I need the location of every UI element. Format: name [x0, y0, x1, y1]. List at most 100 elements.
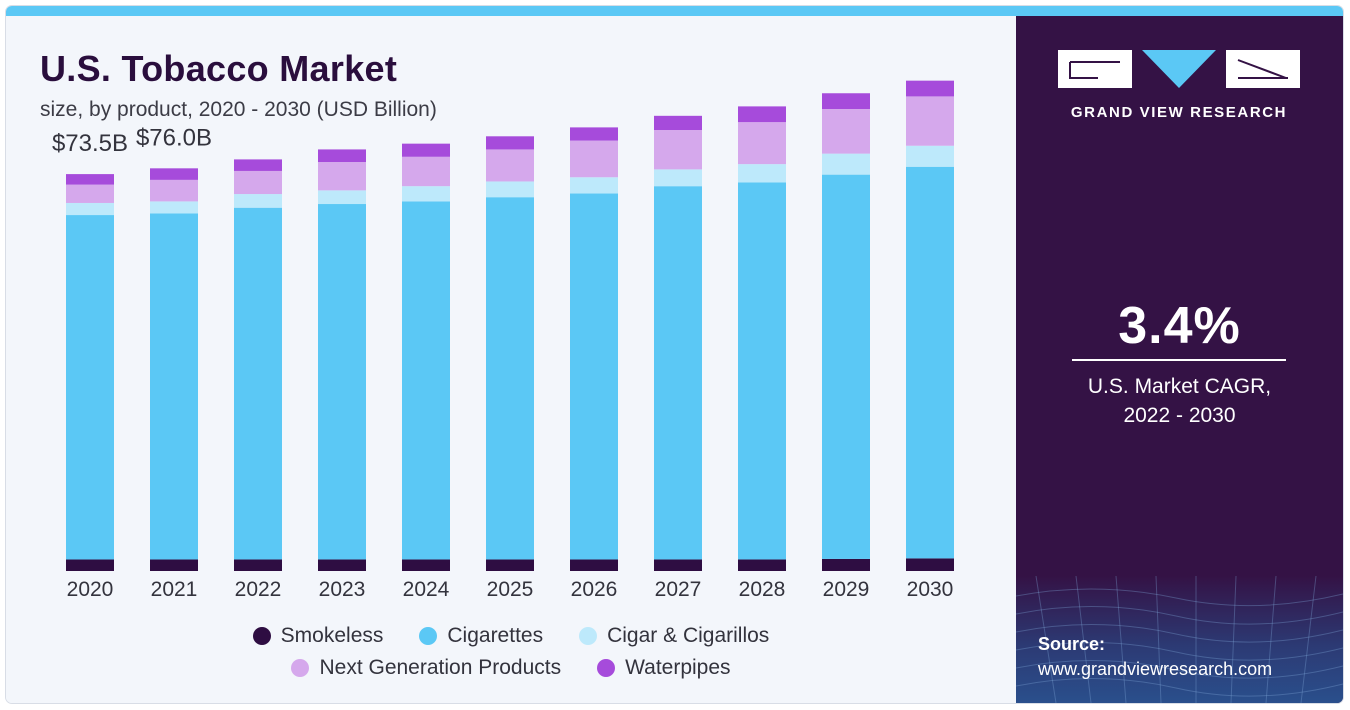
bar-segment-cigarettes-2026 [570, 193, 618, 560]
bar-segment-cigarettes-2024 [402, 201, 450, 560]
bar-segment-waterpipes-2024 [402, 143, 450, 157]
legend-item-waterpipes: Waterpipes [597, 656, 731, 680]
bar-segment-next_gen-2020 [66, 184, 114, 203]
x-tick-label-2028: 2028 [739, 578, 786, 601]
bar-segment-cigar-2030 [906, 145, 954, 167]
legend-swatch-smokeless [252, 627, 271, 645]
bar-segment-cigar-2022 [234, 194, 282, 208]
bar-segment-waterpipes-2022 [234, 159, 282, 171]
cagr-divider [1072, 359, 1286, 361]
legend-row-2: Next Generation Products Waterpipes [6, 656, 1016, 680]
bar-segment-cigar-2028 [738, 164, 786, 183]
bar-segment-next_gen-2023 [318, 162, 366, 191]
bar-segment-next_gen-2028 [738, 122, 786, 165]
legend-item-cigar: Cigar & Cigarillos [579, 624, 769, 648]
x-tick-label-2020: 2020 [67, 578, 114, 601]
bar-segment-waterpipes-2028 [738, 106, 786, 123]
bar-segment-cigarettes-2022 [234, 207, 282, 560]
legend-item-smokeless: Smokeless [252, 624, 384, 648]
legend-label-smokeless: Smokeless [280, 624, 384, 647]
bar-segment-next_gen-2024 [402, 156, 450, 187]
x-tick-label-2026: 2026 [571, 578, 618, 601]
x-tick-label-2029: 2029 [823, 578, 870, 601]
bar-segment-cigarettes-2020 [66, 215, 114, 560]
bar-segment-waterpipes-2025 [486, 136, 534, 150]
bar-segment-smokeless-2026 [570, 559, 618, 571]
bar-segment-smokeless-2021 [150, 559, 198, 571]
bar-segment-next_gen-2022 [234, 170, 282, 195]
legend-row-1: Smokeless Cigarettes Cigar & Cigarillos [6, 624, 1016, 648]
bar-segment-waterpipes-2030 [906, 80, 954, 97]
data-label-2020: $73.5B [52, 130, 128, 157]
chart-title: U.S. Tobacco Market [40, 48, 398, 89]
cagr-label-line2: 2022 - 2030 [1123, 404, 1236, 427]
chart-subtitle: size, by product, 2020 - 2030 (USD Billi… [40, 98, 437, 121]
chart-panel: U.S. Tobacco Market size, by product, 20… [6, 16, 1016, 703]
bar-segment-cigarettes-2023 [318, 204, 366, 560]
bar-segment-cigarettes-2025 [486, 197, 534, 560]
bar-segment-smokeless-2020 [66, 559, 114, 571]
bar-segment-next_gen-2026 [570, 140, 618, 178]
x-tick-label-2023: 2023 [319, 578, 366, 601]
bar-segment-cigarettes-2021 [150, 213, 198, 560]
decorative-wave-mesh [1016, 575, 1343, 703]
bar-segment-next_gen-2021 [150, 179, 198, 202]
x-tick-label-2021: 2021 [151, 578, 198, 601]
bar-segment-cigar-2021 [150, 201, 198, 214]
legend-swatch-next-gen [291, 659, 310, 677]
legend-label-cigarettes: Cigarettes [447, 624, 544, 647]
cagr-label-line1: U.S. Market CAGR, [1087, 375, 1272, 398]
source-label: Source: [1038, 634, 1106, 654]
bar-segment-cigar-2023 [318, 190, 366, 205]
grand-view-research-logo [1058, 50, 1300, 88]
bar-segment-waterpipes-2023 [318, 149, 366, 163]
x-tick-label-2024: 2024 [403, 578, 450, 601]
bar-segment-waterpipes-2029 [822, 93, 870, 109]
bar-segment-waterpipes-2021 [150, 168, 198, 180]
bar-segment-cigar-2024 [402, 186, 450, 202]
bar-segment-cigarettes-2028 [738, 182, 786, 560]
data-label-2021: $76.0B [136, 124, 212, 151]
bar-segment-smokeless-2030 [906, 558, 954, 571]
bar-segment-cigar-2027 [654, 169, 702, 187]
x-tick-label-2022: 2022 [235, 578, 282, 601]
bar-segment-waterpipes-2026 [570, 127, 618, 141]
accent-top-bar [6, 6, 1343, 16]
summary-panel: GRAND VIEW RESEARCH 3.4% U.S. Market CAG… [1016, 16, 1343, 703]
x-tick-label-2025: 2025 [487, 578, 534, 601]
x-tick-label-2027: 2027 [655, 578, 702, 601]
bar-segment-smokeless-2023 [318, 559, 366, 571]
bar-segment-smokeless-2024 [402, 559, 450, 571]
x-tick-label-2030: 2030 [907, 578, 954, 601]
bar-segment-next_gen-2027 [654, 130, 702, 170]
brand-name: GRAND VIEW RESEARCH [1070, 104, 1288, 121]
bar-segment-cigarettes-2030 [906, 166, 954, 559]
infographic-card: U.S. Tobacco Market size, by product, 20… [6, 6, 1343, 703]
legend-label-next-gen: Next Generation Products [319, 656, 562, 679]
bar-segment-cigar-2026 [570, 177, 618, 194]
wave-mesh-graphic [1016, 575, 1343, 703]
bar-segment-smokeless-2029 [822, 558, 870, 571]
bar-segment-cigar-2025 [486, 181, 534, 198]
legend-swatch-waterpipes [597, 659, 616, 677]
legend-swatch-cigarettes [419, 627, 438, 645]
bar-segment-smokeless-2022 [234, 559, 282, 571]
source-url[interactable]: www.grandviewresearch.com [1038, 659, 1273, 679]
bar-segment-smokeless-2025 [486, 559, 534, 571]
cagr-value: 3.4% [1118, 297, 1241, 355]
stacked-bar-chart: 2020 2021 2022 2023 2024 2025 2026 2027 2028 2029… [52, 80, 954, 601]
bar-segment-cigar-2020 [66, 202, 114, 216]
bar-segment-next_gen-2029 [822, 109, 870, 154]
bar-segment-smokeless-2027 [654, 559, 702, 571]
legend-label-waterpipes: Waterpipes [625, 656, 731, 679]
bar-segment-cigarettes-2029 [822, 174, 870, 559]
bar-segment-waterpipes-2027 [654, 115, 702, 130]
bar-segment-smokeless-2028 [738, 559, 786, 571]
legend-label-cigar: Cigar & Cigarillos [607, 624, 770, 647]
legend-swatch-cigar [579, 627, 598, 645]
bar-segment-cigarettes-2027 [654, 186, 702, 560]
bar-segment-next_gen-2025 [486, 149, 534, 182]
bar-segment-cigar-2029 [822, 153, 870, 175]
bar-segment-waterpipes-2020 [66, 174, 114, 185]
legend-item-next-gen: Next Generation Products [291, 656, 561, 680]
